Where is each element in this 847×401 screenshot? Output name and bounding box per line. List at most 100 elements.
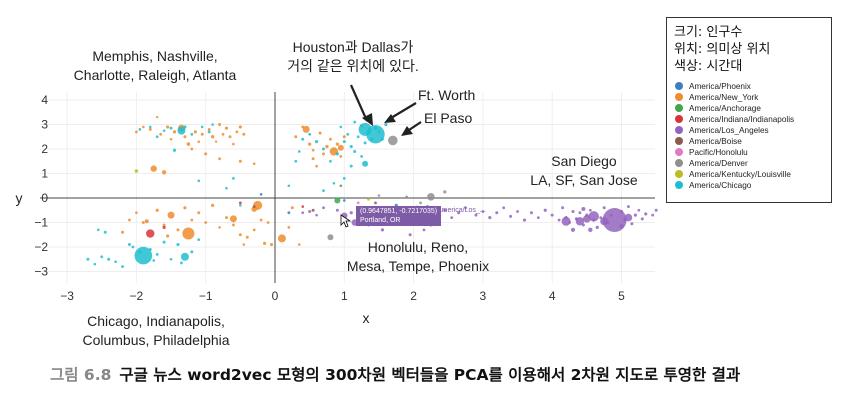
data-point[interactable]: [588, 227, 593, 233]
data-point[interactable]: [342, 135, 346, 139]
data-point[interactable]: [301, 205, 305, 208]
data-point[interactable]: [134, 246, 153, 265]
data-point[interactable]: [93, 262, 97, 266]
data-point[interactable]: [342, 140, 346, 144]
legend-item[interactable]: America/Indiana/Indianapolis: [675, 114, 831, 125]
data-point[interactable]: [380, 228, 385, 232]
data-point[interactable]: [218, 226, 221, 229]
data-point[interactable]: [311, 148, 315, 152]
data-point[interactable]: [186, 142, 191, 146]
data-point[interactable]: [200, 132, 204, 136]
data-point[interactable]: [302, 125, 310, 133]
data-point[interactable]: [127, 243, 131, 247]
data-point[interactable]: [172, 130, 177, 134]
data-point[interactable]: [349, 211, 353, 215]
data-point[interactable]: [450, 216, 454, 220]
data-point[interactable]: [422, 228, 426, 232]
data-point[interactable]: [193, 130, 197, 134]
data-point[interactable]: [190, 218, 194, 222]
data-point[interactable]: [134, 169, 139, 173]
data-point[interactable]: [183, 125, 187, 129]
data-point[interactable]: [148, 127, 152, 131]
data-point[interactable]: [144, 219, 149, 224]
data-point[interactable]: [322, 206, 325, 210]
data-point[interactable]: [200, 125, 204, 129]
data-point[interactable]: [561, 216, 571, 226]
data-point[interactable]: [290, 206, 294, 210]
data-point[interactable]: [308, 132, 312, 136]
data-point[interactable]: [308, 142, 312, 146]
data-point[interactable]: [121, 265, 124, 268]
data-point[interactable]: [190, 132, 194, 136]
data-point[interactable]: [146, 229, 155, 238]
data-point[interactable]: [162, 240, 166, 244]
data-point[interactable]: [131, 245, 135, 249]
data-point[interactable]: [362, 160, 369, 167]
data-point[interactable]: [204, 221, 208, 224]
data-point[interactable]: [516, 210, 519, 213]
data-point[interactable]: [211, 123, 214, 126]
data-point[interactable]: [169, 257, 173, 261]
data-point[interactable]: [408, 233, 412, 237]
data-point[interactable]: [381, 137, 384, 141]
data-point[interactable]: [356, 201, 360, 205]
data-point[interactable]: [197, 211, 201, 215]
data-point[interactable]: [107, 257, 111, 261]
data-point[interactable]: [308, 209, 312, 213]
data-point[interactable]: [180, 261, 183, 265]
data-point[interactable]: [637, 208, 641, 212]
data-point[interactable]: [561, 206, 565, 210]
data-point[interactable]: [155, 252, 159, 256]
data-point[interactable]: [225, 186, 228, 190]
data-point[interactable]: [502, 206, 506, 210]
data-point[interactable]: [155, 208, 159, 212]
data-point[interactable]: [287, 211, 291, 215]
data-point[interactable]: [169, 137, 173, 141]
data-point[interactable]: [162, 225, 166, 229]
data-point[interactable]: [599, 216, 603, 220]
data-point[interactable]: [644, 212, 648, 216]
data-point[interactable]: [252, 205, 256, 208]
data-point[interactable]: [557, 218, 561, 222]
data-point[interactable]: [595, 225, 599, 229]
data-point[interactable]: [232, 177, 235, 180]
data-point[interactable]: [405, 195, 408, 199]
data-point[interactable]: [651, 213, 655, 217]
data-point[interactable]: [343, 199, 346, 202]
legend-item[interactable]: America/Boise: [675, 136, 831, 147]
data-point[interactable]: [570, 227, 575, 232]
data-point[interactable]: [182, 227, 195, 240]
data-point[interactable]: [384, 122, 388, 127]
data-point[interactable]: [269, 242, 274, 247]
data-point[interactable]: [633, 213, 637, 217]
data-point[interactable]: [165, 125, 170, 129]
data-point[interactable]: [363, 141, 367, 145]
data-point[interactable]: [464, 206, 467, 210]
data-point[interactable]: [235, 130, 239, 134]
data-point[interactable]: [495, 211, 499, 215]
data-point[interactable]: [294, 159, 298, 163]
data-point[interactable]: [339, 154, 343, 158]
data-point[interactable]: [211, 203, 215, 207]
data-point[interactable]: [167, 211, 175, 219]
data-point[interactable]: [259, 193, 263, 196]
data-point[interactable]: [169, 126, 173, 130]
data-point[interactable]: [366, 125, 385, 144]
data-point[interactable]: [294, 135, 298, 139]
data-point[interactable]: [474, 213, 478, 217]
data-point[interactable]: [183, 206, 187, 210]
legend-item[interactable]: America/Denver: [675, 158, 831, 169]
data-point[interactable]: [197, 238, 201, 242]
data-point[interactable]: [335, 152, 339, 156]
data-point[interactable]: [311, 208, 315, 212]
data-point[interactable]: [86, 257, 90, 261]
data-point[interactable]: [232, 142, 235, 146]
data-point[interactable]: [148, 125, 152, 129]
data-point[interactable]: [315, 164, 318, 168]
data-point[interactable]: [239, 204, 242, 207]
data-point[interactable]: [329, 137, 332, 141]
data-point[interactable]: [245, 235, 249, 239]
data-point[interactable]: [327, 234, 334, 241]
data-point[interactable]: [103, 230, 107, 234]
data-point[interactable]: [297, 150, 301, 153]
